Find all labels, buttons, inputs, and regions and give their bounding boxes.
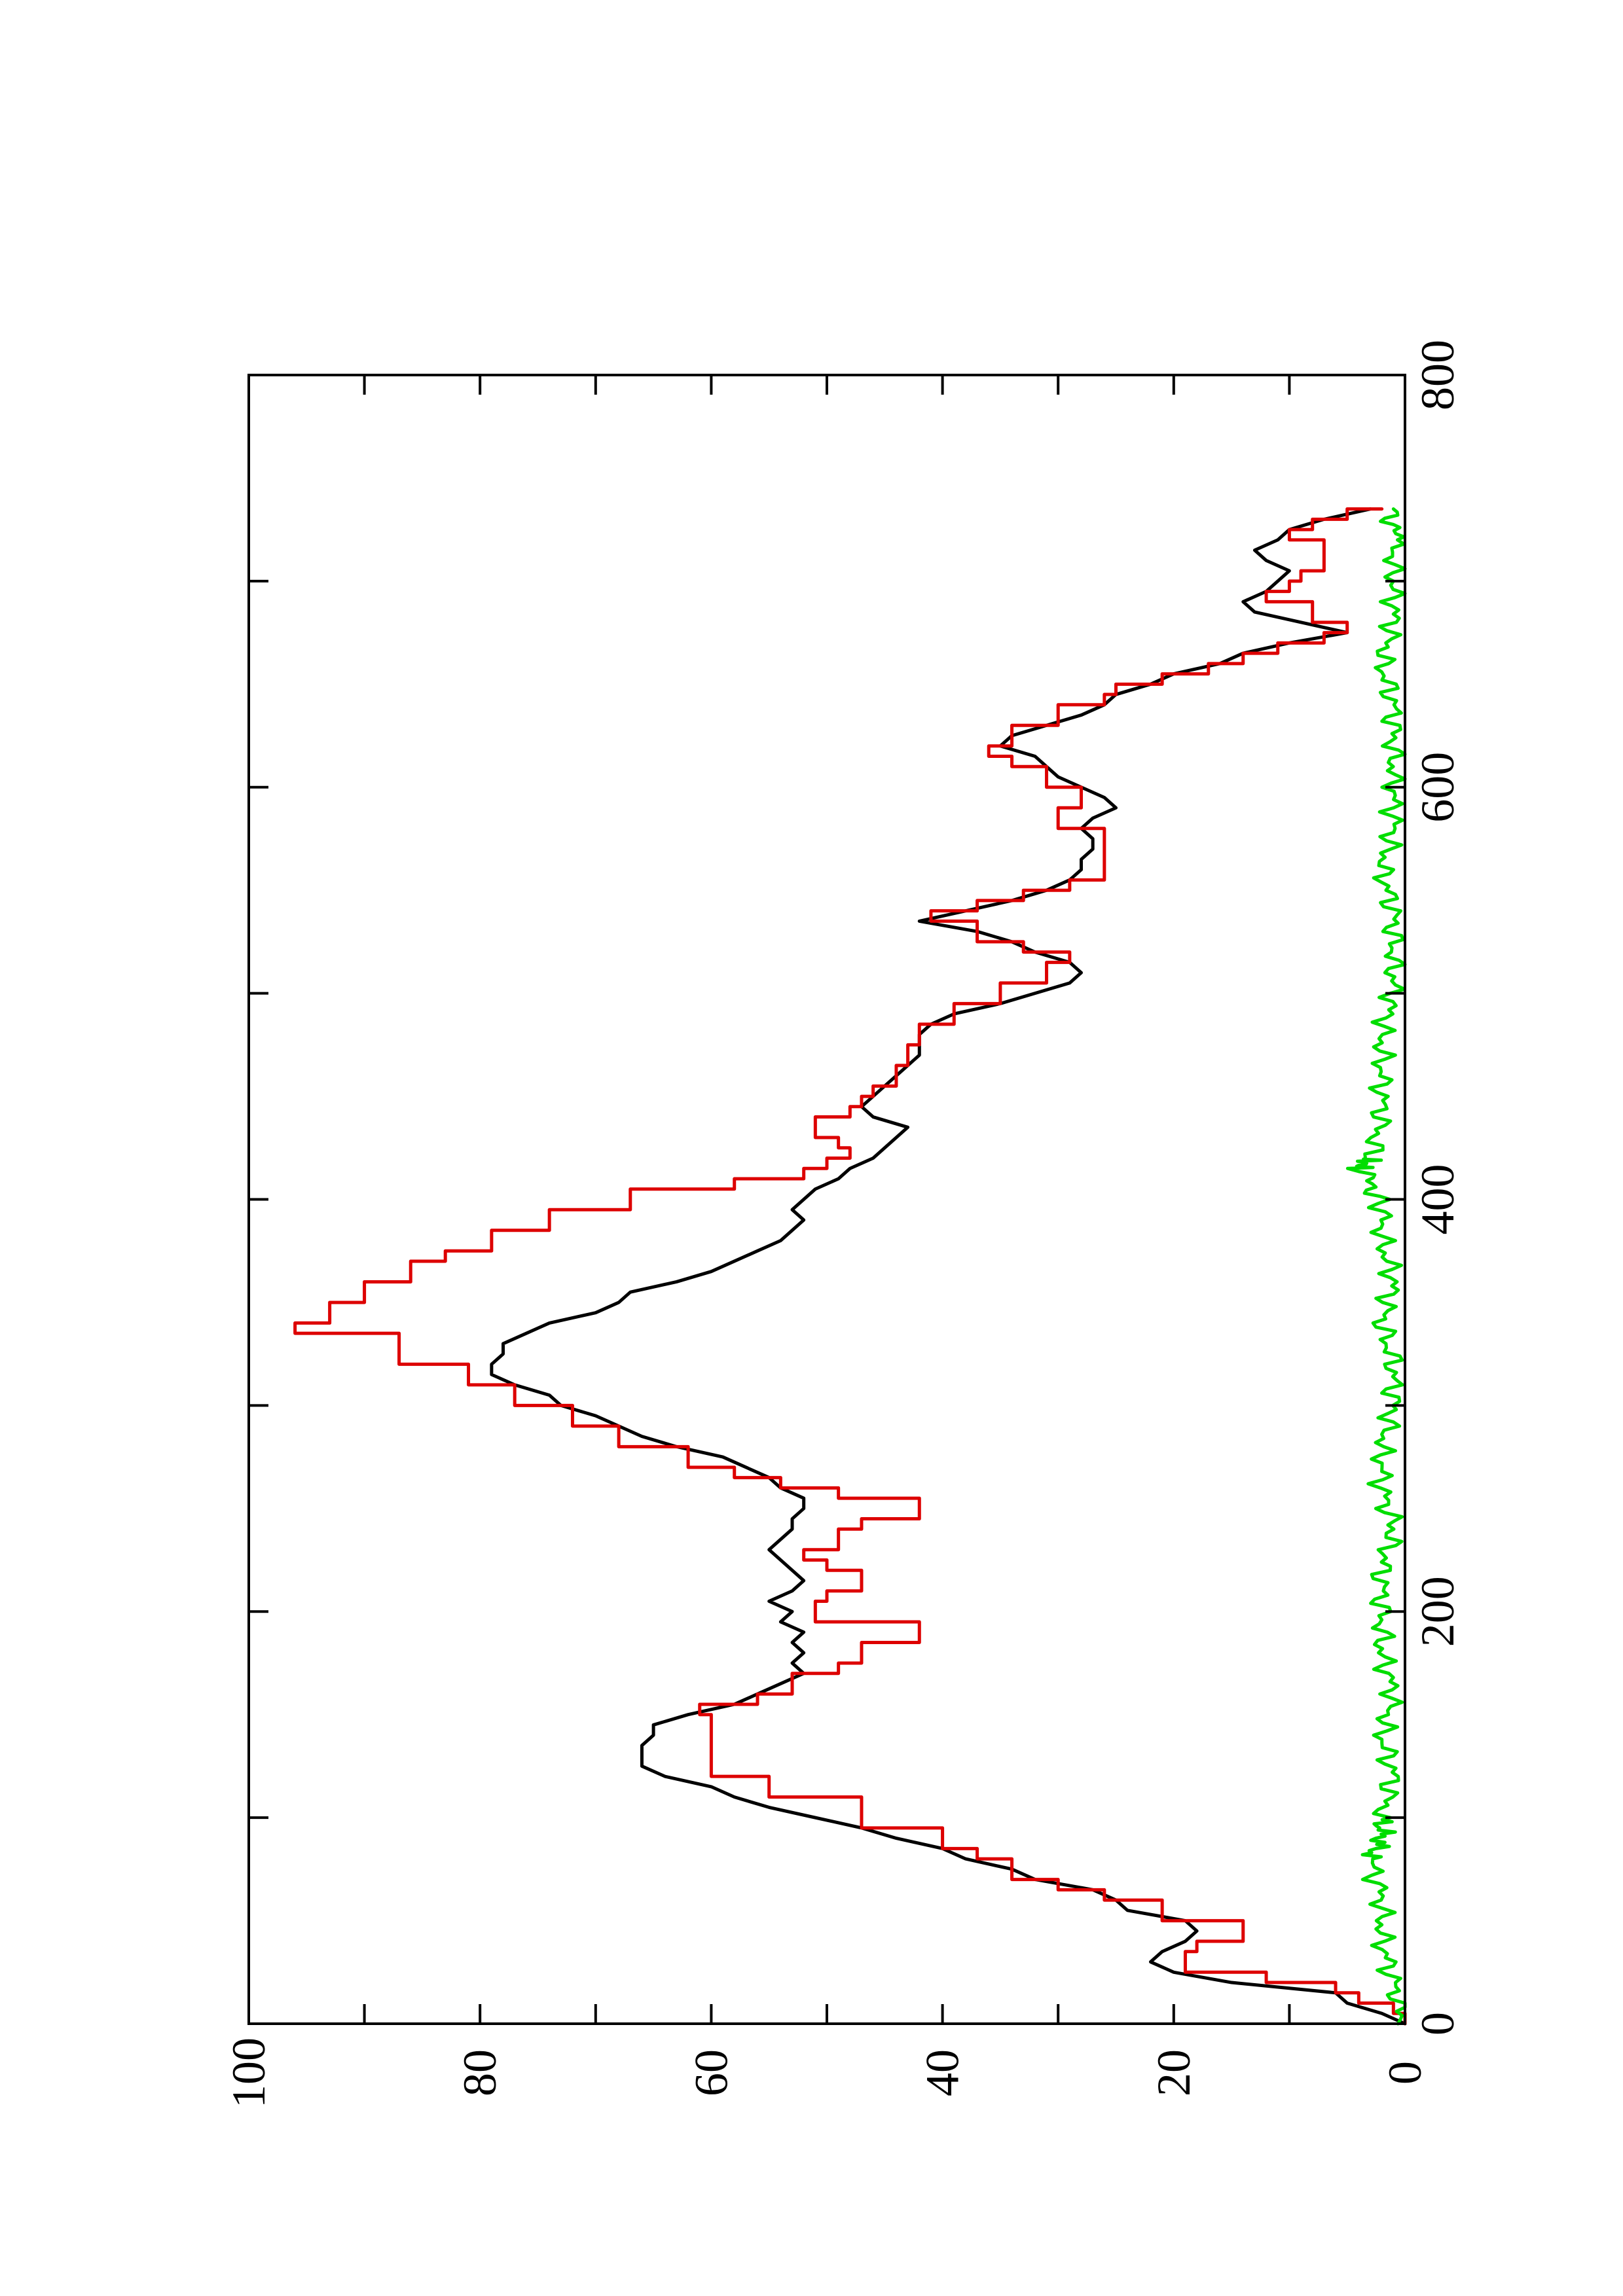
y-tick-label: 100 xyxy=(223,2037,275,2108)
y-tick-label: 40 xyxy=(917,2049,969,2096)
plot-frame xyxy=(247,374,1406,2025)
series-line-2 xyxy=(293,507,1407,2026)
plot-area xyxy=(293,507,1407,2026)
y-tick-label: 60 xyxy=(685,2049,737,2096)
x-tick-label: 800 xyxy=(1412,340,1464,410)
x-tick-label: 400 xyxy=(1412,1164,1464,1235)
axes: 0 200 400 600 800 0 20 40 60 80 100 xyxy=(223,340,1464,2108)
x-tick-label: 600 xyxy=(1412,752,1464,823)
series-line-3 xyxy=(1345,507,1407,2026)
y-tick-label: 20 xyxy=(1148,2049,1200,2096)
x-tick-label: 200 xyxy=(1412,1576,1464,1647)
y-tick-label: 80 xyxy=(454,2049,506,2096)
series-line-1 xyxy=(490,507,1407,2026)
y-tick-label: 0 xyxy=(1379,2061,1431,2085)
x-tick-label: 0 xyxy=(1412,2012,1464,2036)
